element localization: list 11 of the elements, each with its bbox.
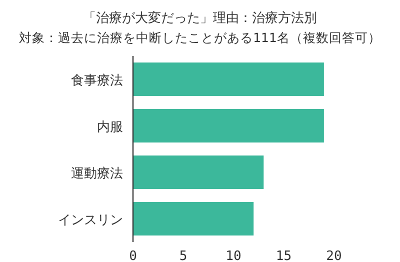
chart-title: 「治療が大変だった」理由：治療方法別 [83,10,317,26]
y-tick-label: 内服 [97,120,123,135]
y-tick-label: 運動療法 [71,166,123,182]
chart-subtitle: 対象：過去に治療を中断したことがある111名（複数回答可） [19,30,381,45]
x-tick-label: 0 [129,249,137,262]
x-tick-label: 10 [226,249,242,262]
y-tick-label: インスリン [58,212,123,228]
y-tick-label: 食事療法 [71,73,123,88]
x-tick-label: 20 [326,249,342,262]
x-tick-label: 5 [179,249,188,262]
x-tick-label: 15 [276,249,292,262]
